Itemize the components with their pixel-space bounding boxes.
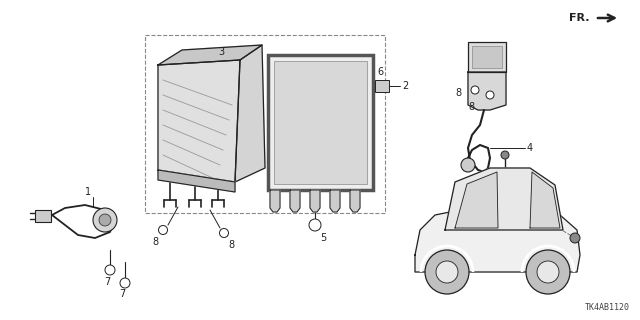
Circle shape [537,261,559,283]
Text: FR.: FR. [570,13,590,23]
Text: 8: 8 [468,102,474,112]
Circle shape [570,233,580,243]
Circle shape [526,250,570,294]
Bar [375,80,389,92]
Bar [472,46,502,68]
Circle shape [159,226,168,235]
Polygon shape [445,168,563,230]
Bar [274,61,367,184]
Polygon shape [530,172,560,228]
Polygon shape [235,45,265,182]
Circle shape [471,86,479,94]
Polygon shape [270,190,280,212]
Text: TK4AB1120: TK4AB1120 [585,303,630,312]
Circle shape [486,91,494,99]
Circle shape [105,265,115,275]
Text: 5: 5 [320,233,326,243]
Text: 7: 7 [104,277,110,287]
Circle shape [309,219,321,231]
Circle shape [93,208,117,232]
Circle shape [461,158,475,172]
Polygon shape [468,72,506,110]
Circle shape [99,214,111,226]
Bar [35,210,51,222]
Circle shape [220,228,228,237]
Text: 4: 4 [527,143,533,153]
Bar [268,55,373,190]
Polygon shape [455,172,498,228]
Text: 8: 8 [228,240,234,250]
Polygon shape [350,190,360,212]
Text: 2: 2 [402,81,408,91]
Polygon shape [310,190,320,212]
Circle shape [120,278,130,288]
Circle shape [425,250,469,294]
Text: 3: 3 [218,47,224,57]
Bar [145,35,385,213]
Bar [468,42,506,72]
Circle shape [436,261,458,283]
Text: 7: 7 [119,289,125,299]
Text: 1: 1 [85,187,91,197]
Polygon shape [158,45,262,65]
Polygon shape [330,190,340,212]
Polygon shape [158,170,235,192]
Text: 6: 6 [377,67,383,77]
Circle shape [501,151,509,159]
Polygon shape [415,210,580,272]
Polygon shape [158,60,240,182]
Text: 8: 8 [152,237,158,247]
Polygon shape [290,190,300,212]
Text: 8: 8 [455,88,461,98]
